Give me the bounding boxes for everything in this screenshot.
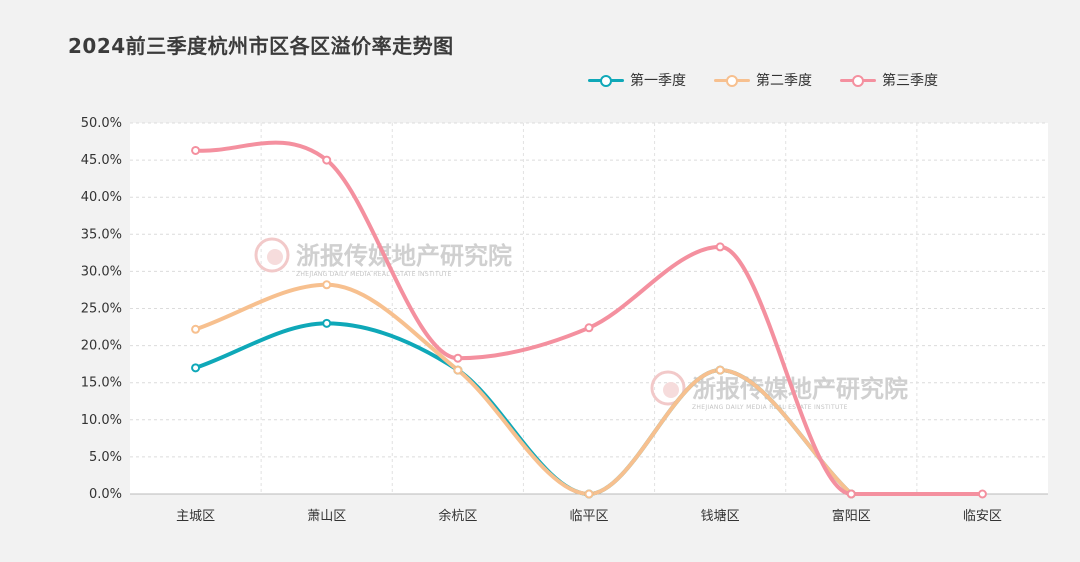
legend-label-series-2: 第二季度 — [756, 73, 812, 89]
y-tick-label: 20.0% — [81, 339, 122, 354]
series-3-point — [715, 242, 725, 252]
series-2-point — [191, 324, 201, 334]
x-tick-label: 余杭区 — [438, 508, 477, 524]
watermark-logo-icon — [254, 237, 290, 273]
series-2-point — [453, 365, 463, 375]
series-3-point — [322, 155, 332, 165]
series-3-point — [453, 353, 463, 363]
y-tick-label: 30.0% — [81, 264, 122, 279]
x-tick-label: 临安区 — [963, 509, 1002, 524]
watermark-text: 浙报传媒地产研究院 — [296, 242, 512, 270]
watermark-logo-icon — [650, 370, 686, 406]
watermark-logo-inner — [663, 382, 679, 398]
series-1-point — [322, 318, 332, 328]
y-tick-label: 25.0% — [81, 302, 122, 317]
legend-item-series-2[interactable]: 第二季度 — [714, 70, 812, 90]
legend-item-series-3[interactable]: 第三季度 — [840, 70, 938, 90]
y-tick-label: 50.0% — [81, 116, 122, 131]
legend-item-series-1[interactable]: 第一季度 — [588, 70, 686, 90]
x-tick-label: 主城区 — [176, 509, 215, 524]
chart-legend: 第一季度 第二季度 第三季度 — [588, 70, 938, 90]
y-tick-label: 0.0% — [89, 487, 122, 502]
x-tick-label: 萧山区 — [307, 509, 346, 524]
series-3-point — [977, 489, 987, 499]
watermark-subtitle: ZHEJIANG DAILY MEDIA REAL ESTATE INSTITU… — [296, 271, 452, 278]
chart-title: 2024前三季度杭州市区各区溢价率走势图 — [68, 34, 454, 58]
series-2-point — [584, 489, 594, 499]
series-3-point — [584, 323, 594, 333]
y-tick-label: 40.0% — [81, 190, 122, 205]
legend-swatch-series-1 — [588, 74, 624, 87]
watermark-text: 浙报传媒地产研究院 — [692, 375, 908, 403]
watermark-subtitle: ZHEJIANG DAILY MEDIA REAL ESTATE INSTITU… — [692, 404, 848, 411]
x-tick-label: 钱塘区 — [701, 508, 740, 524]
y-tick-label: 5.0% — [89, 450, 122, 465]
x-tick-label: 富阳区 — [832, 508, 871, 524]
series-2-point — [715, 365, 725, 375]
y-tick-label: 45.0% — [81, 153, 122, 168]
series-2-point — [322, 280, 332, 290]
series-3-point — [846, 489, 856, 499]
watermark-logo-inner — [267, 249, 283, 265]
x-tick-label: 临平区 — [569, 509, 608, 524]
series-1-point — [191, 363, 201, 373]
legend-swatch-series-2 — [714, 74, 750, 87]
legend-swatch-series-3 — [840, 74, 876, 87]
legend-label-series-1: 第一季度 — [630, 73, 686, 89]
legend-label-series-3: 第三季度 — [882, 73, 938, 89]
y-tick-label: 35.0% — [81, 227, 122, 242]
y-tick-label: 15.0% — [81, 376, 122, 391]
series-3-point — [191, 145, 201, 155]
y-tick-label: 10.0% — [81, 413, 122, 428]
